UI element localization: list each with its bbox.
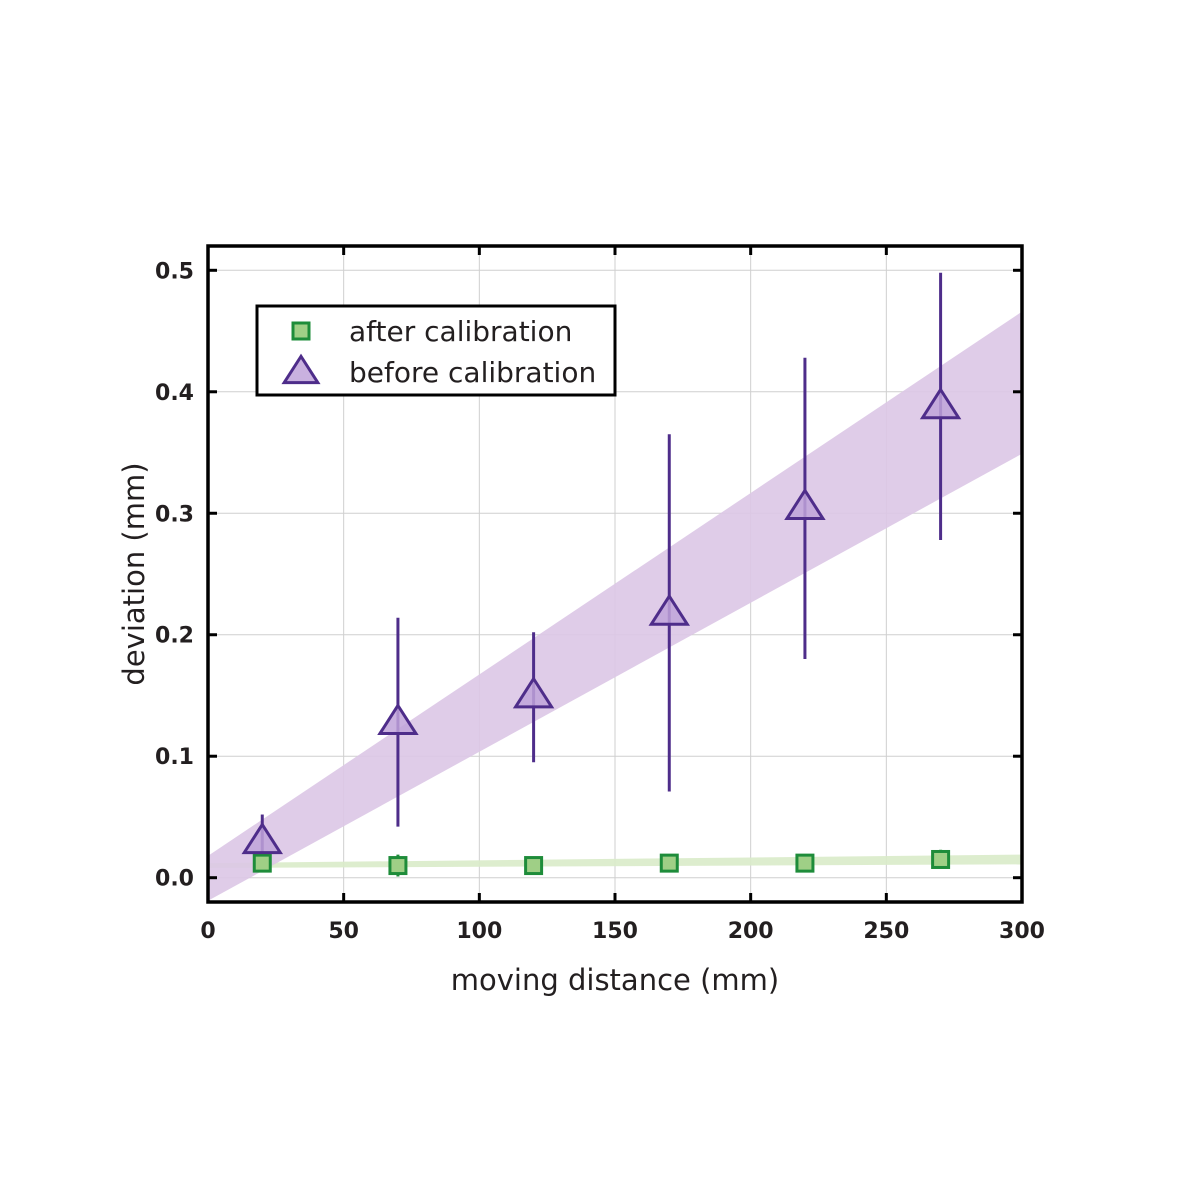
x-tick-label: 250 <box>863 919 909 944</box>
x-axis-label: moving distance (mm) <box>451 963 779 997</box>
x-tick-label: 50 <box>328 919 359 944</box>
legend-label: before calibration <box>349 356 596 389</box>
y-tick-label: 0.0 <box>155 867 194 892</box>
legend-marker-square <box>291 321 311 341</box>
data-point-triangle <box>241 821 284 855</box>
y-tick-label: 0.2 <box>155 624 194 649</box>
y-tick-label: 0.4 <box>155 381 194 406</box>
data-point-triangle <box>784 487 826 521</box>
data-point-square <box>795 853 815 873</box>
x-tick-label: 150 <box>592 919 638 944</box>
x-tick-label: 0 <box>200 919 215 944</box>
legend-marker-triangle <box>281 353 321 385</box>
axis-ticks <box>206 246 1024 902</box>
y-axis-label: deviation (mm) <box>117 462 151 685</box>
y-tick-label: 0.1 <box>155 745 194 770</box>
data-point-triangle <box>512 675 555 709</box>
legend-label: after calibration <box>349 315 572 348</box>
data-point-square <box>659 853 679 873</box>
legend: after calibration before calibration <box>255 304 617 397</box>
x-tick-label: 100 <box>456 919 502 944</box>
x-tick-label: 200 <box>728 919 774 944</box>
confidence-bands <box>208 311 1022 901</box>
data-point-square <box>252 853 272 873</box>
data-point-triangle <box>377 702 419 736</box>
data-markers <box>241 386 962 876</box>
confidence-band <box>208 311 1022 901</box>
data-point-square <box>524 856 544 876</box>
confidence-band <box>208 854 1022 868</box>
data-point-triangle <box>919 386 962 420</box>
x-tick-label: 300 <box>999 919 1045 944</box>
y-tick-label: 0.5 <box>155 259 194 284</box>
data-point-triangle <box>648 593 691 626</box>
y-tick-label: 0.3 <box>155 502 194 527</box>
data-point-square <box>931 849 951 869</box>
data-point-square <box>388 856 408 876</box>
tick-labels: 0 50 100 150 200 250 300 0.0 0.1 0.2 0.3 0.4 0.5 <box>155 259 1045 944</box>
